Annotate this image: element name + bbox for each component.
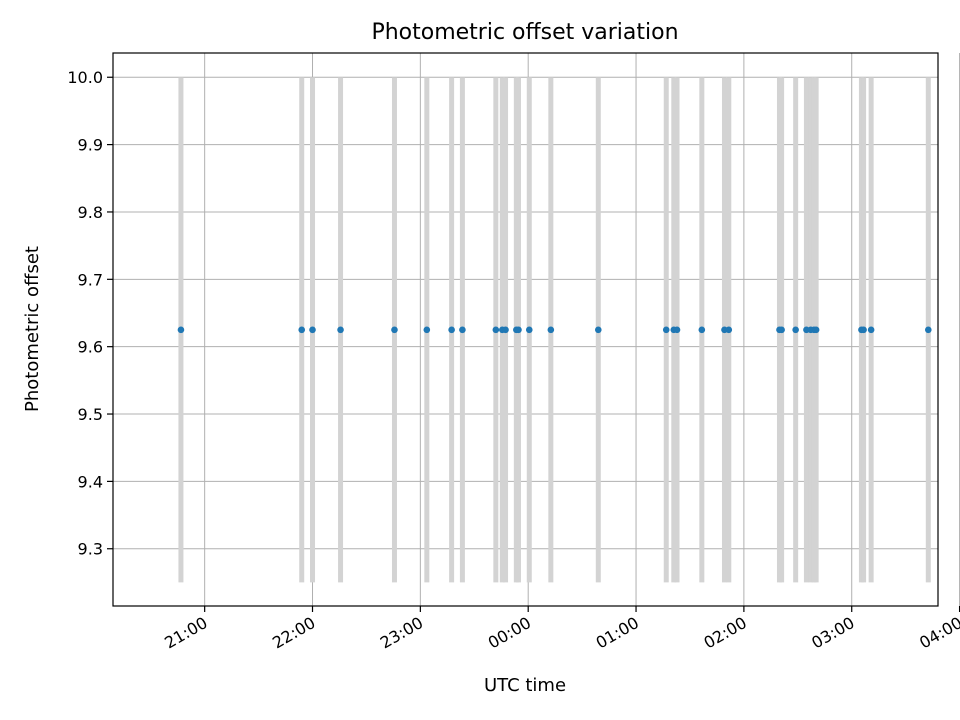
data-point xyxy=(515,326,522,334)
y-tick-label: 9.8 xyxy=(78,203,103,222)
data-point xyxy=(337,326,344,334)
plot-frame xyxy=(112,52,939,607)
data-point xyxy=(423,326,431,334)
chart-title: Photometric offset variation xyxy=(371,20,678,45)
data-point xyxy=(459,326,466,334)
data-point xyxy=(812,326,820,334)
data-point xyxy=(298,326,306,334)
data-point xyxy=(448,326,455,334)
y-tick-label: 9.9 xyxy=(78,136,103,155)
y-tick-label: 9.5 xyxy=(78,405,103,424)
y-tick-label: 9.7 xyxy=(78,270,103,289)
data-point xyxy=(673,326,681,334)
data-point xyxy=(778,326,785,334)
data-point xyxy=(924,326,932,334)
data-point xyxy=(725,326,733,334)
data-point xyxy=(867,326,875,334)
data-point xyxy=(525,326,533,334)
data-point xyxy=(792,326,799,334)
data-point xyxy=(492,326,500,334)
data-point xyxy=(698,326,706,334)
data-point xyxy=(391,326,398,334)
y-axis-ticks: 9.3 9.4 9.5 9.6 9.7 9.8 9.9 10.0 xyxy=(67,68,113,559)
data-points xyxy=(177,326,932,334)
plot-area-background xyxy=(113,53,938,606)
y-tick-label: 9.3 xyxy=(78,540,103,559)
data-point xyxy=(860,326,867,334)
x-axis-label: UTC time xyxy=(484,675,566,696)
y-tick-label: 9.6 xyxy=(78,338,103,357)
data-point xyxy=(662,326,670,334)
y-tick-label: 10.0 xyxy=(67,68,103,87)
data-point xyxy=(309,326,316,334)
data-point xyxy=(594,326,602,334)
data-point xyxy=(177,326,185,334)
data-point xyxy=(547,326,555,334)
y-tick-label: 9.4 xyxy=(78,472,103,491)
data-point xyxy=(502,326,509,334)
y-axis-label: Photometric offset xyxy=(22,246,43,412)
